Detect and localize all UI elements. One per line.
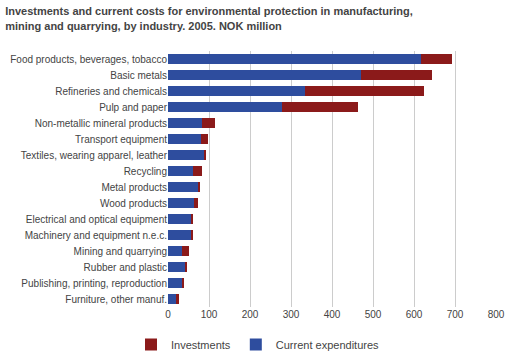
svg-text:Transport equipment: Transport equipment xyxy=(75,134,167,145)
svg-text:Recycling: Recycling xyxy=(124,166,167,177)
svg-text:0: 0 xyxy=(165,309,171,320)
svg-text:Investments and current costs: Investments and current costs for enviro… xyxy=(5,5,413,31)
svg-text:Current expenditures: Current expenditures xyxy=(276,339,379,351)
svg-text:200: 200 xyxy=(242,309,259,320)
svg-text:Investments: Investments xyxy=(171,339,231,351)
svg-text:Publishing, printing, reproduc: Publishing, printing, reproduction xyxy=(21,278,167,289)
svg-text:Food products, beverages, toba: Food products, beverages, tobacco xyxy=(10,54,167,65)
svg-text:Furniture, other manuf.: Furniture, other manuf. xyxy=(65,294,167,305)
svg-text:Basic metals: Basic metals xyxy=(110,70,167,81)
svg-text:Refineries and chemicals: Refineries and chemicals xyxy=(55,86,167,97)
svg-text:800: 800 xyxy=(488,309,505,320)
svg-text:500: 500 xyxy=(365,309,382,320)
svg-text:300: 300 xyxy=(283,309,300,320)
svg-text:Wood products: Wood products xyxy=(100,198,167,209)
svg-text:Textiles, wearing apparel, lea: Textiles, wearing apparel, leather xyxy=(21,150,168,161)
svg-text:Electrical and optical equipme: Electrical and optical equipment xyxy=(26,214,167,225)
svg-text:Mining and quarrying: Mining and quarrying xyxy=(74,246,167,257)
svg-text:Rubber and plastic: Rubber and plastic xyxy=(84,262,167,273)
svg-text:600: 600 xyxy=(406,309,423,320)
svg-text:Metal products: Metal products xyxy=(101,182,167,193)
svg-text:700: 700 xyxy=(447,309,464,320)
svg-text:Machinery and equipment n.e.c.: Machinery and equipment n.e.c. xyxy=(25,230,167,241)
svg-text:Non-metallic mineral products: Non-metallic mineral products xyxy=(35,118,167,129)
svg-text:Pulp and paper: Pulp and paper xyxy=(99,102,168,113)
svg-text:400: 400 xyxy=(324,309,341,320)
svg-text:100: 100 xyxy=(201,309,218,320)
